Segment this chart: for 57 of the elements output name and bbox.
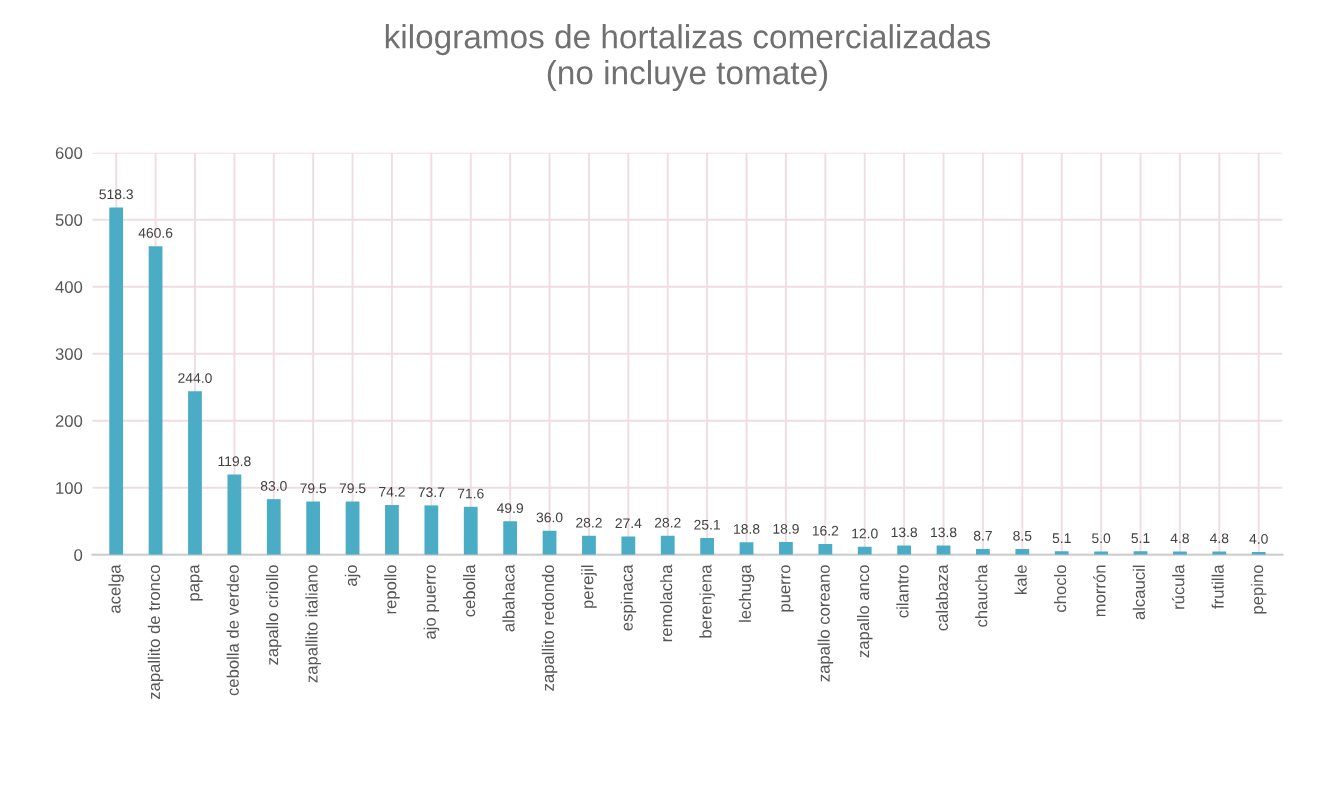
x-tick-label: calabaza <box>935 564 948 631</box>
x-tick-label: remolacha <box>659 564 673 642</box>
x-tick-label: acelga <box>108 564 124 613</box>
bar <box>463 506 478 555</box>
x-tick-label: lechuga <box>738 564 755 622</box>
x-tick-label: espinaca <box>620 564 637 631</box>
x-tick-label: kale <box>1014 565 1027 594</box>
x-tick-label: alcaucil <box>1132 565 1145 620</box>
bar <box>503 521 518 555</box>
y-tick-label: 0 <box>74 549 83 561</box>
x-tick-label: zapallo coreano <box>817 565 834 682</box>
y-tick-label: 600 <box>55 147 83 159</box>
bar <box>621 536 636 555</box>
bar <box>660 535 675 555</box>
bar <box>779 542 793 555</box>
bar <box>739 542 754 555</box>
x-tick-label: papa <box>190 564 203 601</box>
x-tick-label: chaucha <box>975 564 988 627</box>
x-tick-label: cebolla de verdeo <box>226 565 239 696</box>
bar <box>306 501 321 555</box>
bar <box>227 474 242 555</box>
bar <box>266 499 281 555</box>
x-tick-label: albahaca <box>502 564 515 632</box>
bar <box>148 246 163 555</box>
x-tick-label: rúcula <box>1171 564 1185 609</box>
y-tick-label: 500 <box>55 214 83 226</box>
bar <box>700 537 715 555</box>
bar <box>188 391 202 555</box>
bar <box>542 530 557 555</box>
x-tick-label: puerro <box>781 565 794 612</box>
bar <box>818 543 833 555</box>
x-tick-label: berenjena <box>699 564 715 638</box>
y-tick-label: 400 <box>55 281 83 293</box>
x-tick-label: morrón <box>1093 565 1106 617</box>
x-tick-label: cilantro <box>896 565 909 618</box>
x-tick-label: zapallito de tronco <box>147 565 164 700</box>
chart-title: kilogramos de hortalizas comercializadas (no incluye tomate) <box>385 24 991 92</box>
x-tick-label: frutilla <box>1211 564 1224 609</box>
x-tick-label: cebolla <box>462 564 476 617</box>
bar <box>424 505 439 555</box>
x-tick-label: repollo <box>384 565 400 614</box>
x-tick-label: zapallito redondo <box>541 565 558 691</box>
bar <box>109 207 124 555</box>
x-tick-label: pepino <box>1250 565 1267 614</box>
y-tick-label: 100 <box>56 482 83 494</box>
bar <box>345 501 360 555</box>
y-tick-label: 200 <box>55 415 83 427</box>
x-tick-label: ajo <box>344 565 361 587</box>
x-tick-label: ajo puerro <box>423 565 440 639</box>
bar <box>582 535 596 555</box>
bar <box>385 505 399 555</box>
x-tick-label: zapallo anco <box>856 565 873 658</box>
x-tick-label: zapallo criollo <box>266 565 282 665</box>
x-tick-label: zapallito italiano <box>305 565 321 683</box>
x-tick-label: perejil <box>581 565 597 608</box>
y-tick-label: 300 <box>55 348 83 360</box>
x-tick-label: choclo <box>1053 565 1067 612</box>
